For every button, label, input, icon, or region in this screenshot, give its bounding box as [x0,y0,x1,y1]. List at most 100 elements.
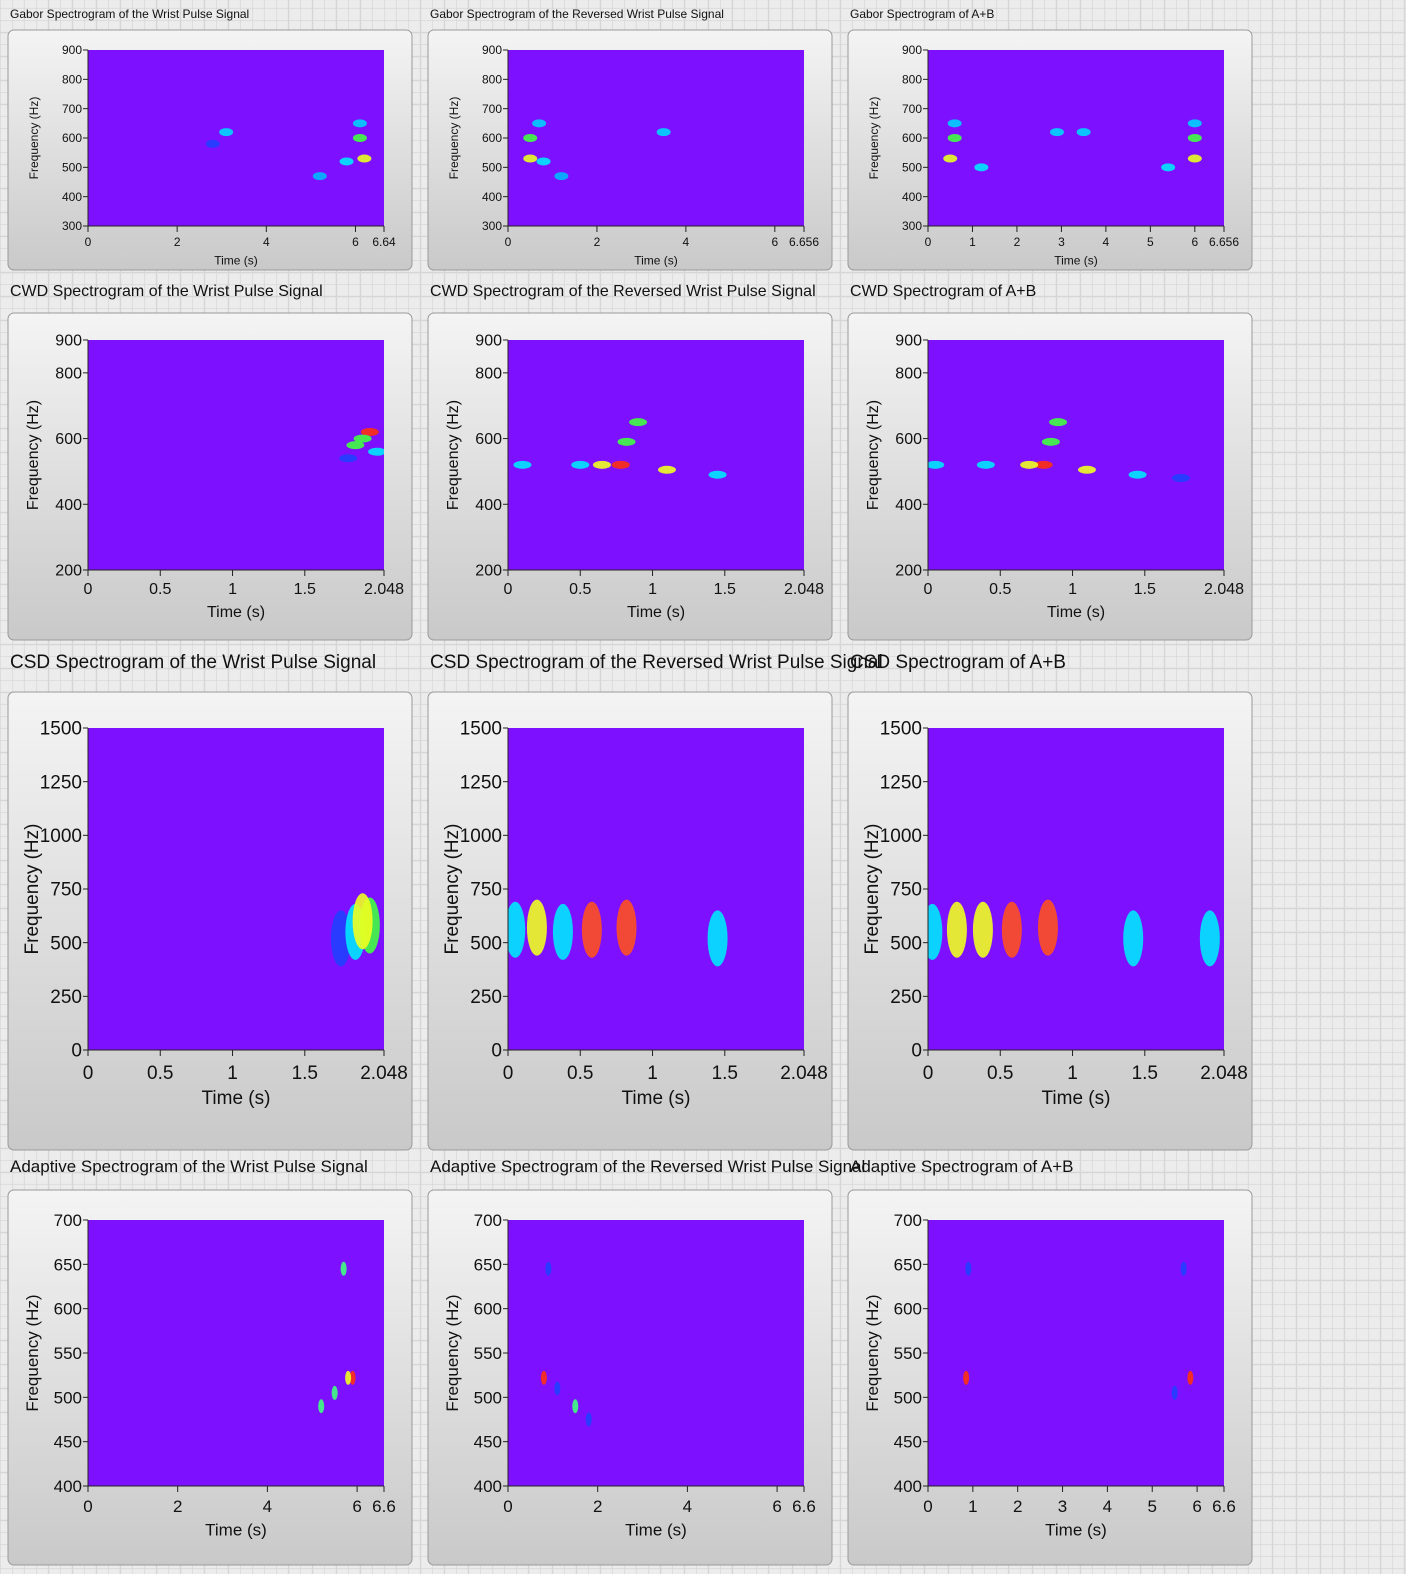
heat-spot [545,1261,552,1276]
heat-spots [928,418,1190,482]
y-axis-label: Frequency (Hz) [447,97,461,180]
y-tick-label: 800 [62,73,82,87]
heat-spot [616,899,637,956]
y-tick-label: 450 [894,1433,922,1452]
x-tick-label: 1.5 [714,581,736,598]
x-tick-label: 0 [503,1063,514,1084]
x-tick-label: 0 [503,1497,512,1516]
heat-spot [523,154,538,163]
x-tick-label: 6.656 [1209,235,1239,249]
heat-spot [1020,460,1039,469]
heat-spot [1077,465,1096,474]
y-tick-label: 800 [55,365,82,382]
heat-spot [345,1370,352,1385]
x-tick-label: 4 [1103,1497,1112,1516]
y-axis-label: Frequency (Hz) [27,97,41,180]
x-tick-label: 1 [969,235,976,249]
y-tick-label: 700 [54,1211,82,1230]
x-tick-label: 1.5 [1132,1063,1158,1084]
x-tick-label: 1 [228,581,237,598]
y-tick-label: 750 [470,880,502,901]
heat-spots [508,899,728,967]
heat-spots [928,899,1220,967]
y-tick-label: 500 [62,161,82,175]
x-tick-label: 0.5 [149,581,171,598]
y-tick-label: 400 [475,497,502,514]
heat-spot [581,901,602,958]
panel-title: Gabor Spectrogram of the Wrist Pulse Sig… [10,7,249,21]
heat-spot [1034,460,1053,469]
y-tick-label: 900 [62,43,82,57]
y-tick-label: 0 [71,1041,82,1062]
x-axis-label: Time (s) [1047,604,1105,621]
panel-title: CSD Spectrogram of A+B [850,652,1066,673]
heat-spot [947,119,962,128]
y-tick-label: 900 [55,333,82,350]
x-tick-label: 0.5 [989,581,1011,598]
x-tick-label: 2 [1014,235,1021,249]
heat-spot [1161,163,1176,172]
plot-area [88,1220,384,1486]
heat-spot [339,157,354,166]
y-tick-label: 650 [54,1255,82,1274]
panel-title: Adaptive Spectrogram of A+B [850,1157,1074,1176]
y-tick-label: 1250 [40,772,82,793]
heat-spot [1037,899,1058,956]
y-tick-label: 400 [894,1477,922,1496]
y-tick-label: 1500 [40,719,82,740]
spectrogram-panel: Gabor Spectrogram of the Wrist Pulse Sig… [7,7,413,271]
y-tick-label: 200 [475,563,502,580]
heat-spot [360,428,379,436]
spectrogram-panel: Gabor Spectrogram of the Reversed Wrist … [427,7,833,271]
y-tick-label: 700 [482,102,502,116]
y-tick-label: 800 [475,365,502,382]
x-tick-label: 2 [1013,1497,1022,1516]
y-axis-label: Frequency (Hz) [443,1294,462,1411]
x-axis-label: Time (s) [625,1520,687,1539]
panel-title: CWD Spectrogram of the Reversed Wrist Pu… [430,283,816,300]
plot-area [508,50,804,226]
x-tick-label: 4 [263,235,270,249]
x-tick-label: 0 [83,1497,92,1516]
x-axis-label: Time (s) [207,604,265,621]
spectrogram-panel: Gabor Spectrogram of A+B 300 400 500 600 700 8… [847,7,1253,271]
x-tick-label: 0.5 [987,1063,1013,1084]
heat-spots [318,1261,356,1414]
y-tick-label: 0 [911,1041,922,1062]
y-tick-label: 450 [54,1433,82,1452]
heat-spot [340,1261,347,1276]
heat-spot [1001,901,1022,958]
y-axis-label: Frequency (Hz) [22,824,43,955]
heat-spot [554,172,569,181]
x-axis-label: Time (s) [202,1088,271,1109]
heat-spot [928,460,945,469]
heat-spot [536,157,551,166]
y-tick-label: 250 [470,987,502,1008]
heat-spot [523,134,538,142]
y-tick-label: 400 [895,497,922,514]
x-tick-label: 6.64 [372,235,396,249]
heat-spots [540,1261,592,1427]
heat-spot [617,437,636,446]
heat-spot [943,154,958,163]
heat-spot [1041,437,1060,446]
plot-area [88,728,384,1050]
y-tick-label: 500 [474,1388,502,1407]
x-tick-label: 4 [683,1497,692,1516]
plot-area [88,340,384,570]
x-tick-label: 5 [1148,1497,1157,1516]
y-tick-label: 700 [62,102,82,116]
x-tick-label: 0 [925,235,932,249]
heat-spot [963,1370,970,1385]
heat-spot [219,128,234,137]
y-tick-label: 300 [62,219,82,233]
x-tick-label: 0 [84,581,93,598]
heat-spot [368,447,384,456]
heat-spot [526,899,547,956]
x-tick-label: 6.656 [789,235,819,249]
x-tick-label: 2.048 [360,1063,408,1084]
x-tick-label: 1 [648,581,657,598]
heat-spot [656,128,671,137]
heat-spot [965,1261,972,1276]
